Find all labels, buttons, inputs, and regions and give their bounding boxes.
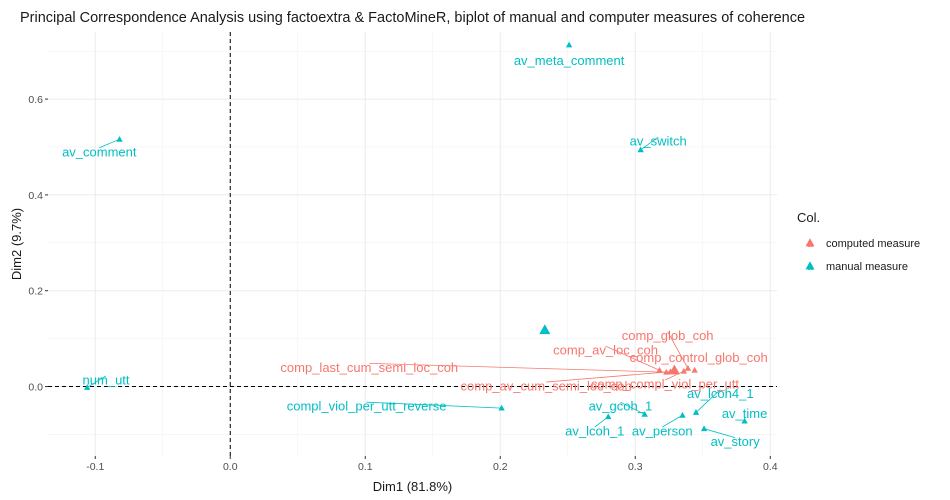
data-point-label: comp_av_loc_coh [553,343,658,358]
legend-key-letter: a [807,239,813,250]
y-tick-label: 0.6 [28,94,43,106]
y-tick-label: 0.4 [28,190,43,202]
x-tick-label: -0.1 [86,461,104,473]
legend-title: Col. [797,210,820,225]
x-axis-title: Dim1 (81.8%) [373,479,452,494]
data-point-label: compl_viol_per_utt_reverse [287,399,447,414]
x-tick-label: 0.1 [358,461,373,473]
y-axis-title: Dim2 (9.7%) [9,208,24,280]
centroid-marker [668,364,680,375]
label-connector [99,138,120,149]
point-labels: comp_glob_cohcomp_av_loc_cohcomp_control… [62,53,768,449]
data-point-label: av_person [632,424,693,439]
data-point-label: av_lcoh4_1 [687,386,754,401]
data-point-marker [83,384,91,390]
reference-lines [48,32,777,456]
legend-key-letter: a [807,262,813,273]
data-point-label: av_switch [630,134,687,149]
x-tick-label: 0.3 [628,461,643,473]
chart-title: Principal Correspondence Analysis using … [20,10,805,26]
legend-key-marker [805,261,815,270]
data-point-marker [656,366,663,373]
data-point-marker [684,364,692,371]
data-point-marker [691,366,698,373]
label-connector [664,370,685,381]
label-connector [605,345,660,371]
x-tick-label: 0.0 [223,461,238,473]
plot-panel [48,32,777,456]
y-tick-label: 0.2 [28,286,43,298]
legend-key-marker [805,238,815,247]
label-connector [667,331,689,369]
data-point-label: av_story [711,434,761,449]
label-connector [86,375,107,388]
data-point-marker [741,417,748,424]
legend-entry-label: computed measure [826,238,920,250]
data-point-marker [116,135,123,142]
x-tick-label: 0.2 [493,461,508,473]
data-point-label: comp_glob_coh [622,328,714,343]
legend-entry-label: manual measure [826,261,908,273]
data-point-label: comp_control_glob_coh [630,350,768,365]
data-point-marker [700,425,708,432]
label-connector [662,414,683,428]
y-tick-label: 0.0 [28,382,43,394]
data-point-label: comp_av_cum_semi_loc_coh [461,379,632,394]
data-point-label: av_meta_comment [514,53,625,68]
data-point-marker [498,404,505,411]
label-connector [546,371,671,383]
data-point-label: av_comment [62,144,137,159]
data-point-label: comp_compl_viol_per_utt [591,377,740,392]
centroid-marker [539,324,551,335]
label-connector [366,401,502,409]
data-point-marker [565,41,573,48]
data-point-label: av_time [722,406,768,421]
axis-ticks: -0.1 0.0 0.1 0.2 0.3 0.4 0.0 0.2 0.4 0.6 [28,94,777,473]
data-point-marker [605,413,612,420]
data-point-marker [679,411,686,418]
data-point-label: av_lcoh_1 [565,424,624,439]
data-point-marker [641,410,648,417]
data-point-marker [692,409,700,415]
label-connector [620,401,645,415]
label-connector [369,362,667,373]
data-points [83,41,748,432]
data-point-label: comp_last_cum_semi_loc_coh [280,360,458,375]
label-connector [640,136,659,151]
data-point-label: av_gcoh_1 [589,399,653,414]
data-point-marker [680,367,688,374]
label-connector [695,389,721,413]
label-connector [703,428,736,439]
legend: Col. a computed measure a manual measure [797,210,920,273]
x-tick-label: 0.4 [763,461,778,473]
label-connectors [86,136,736,439]
data-point-label: num_utt [83,372,130,387]
data-point-marker [637,146,644,153]
